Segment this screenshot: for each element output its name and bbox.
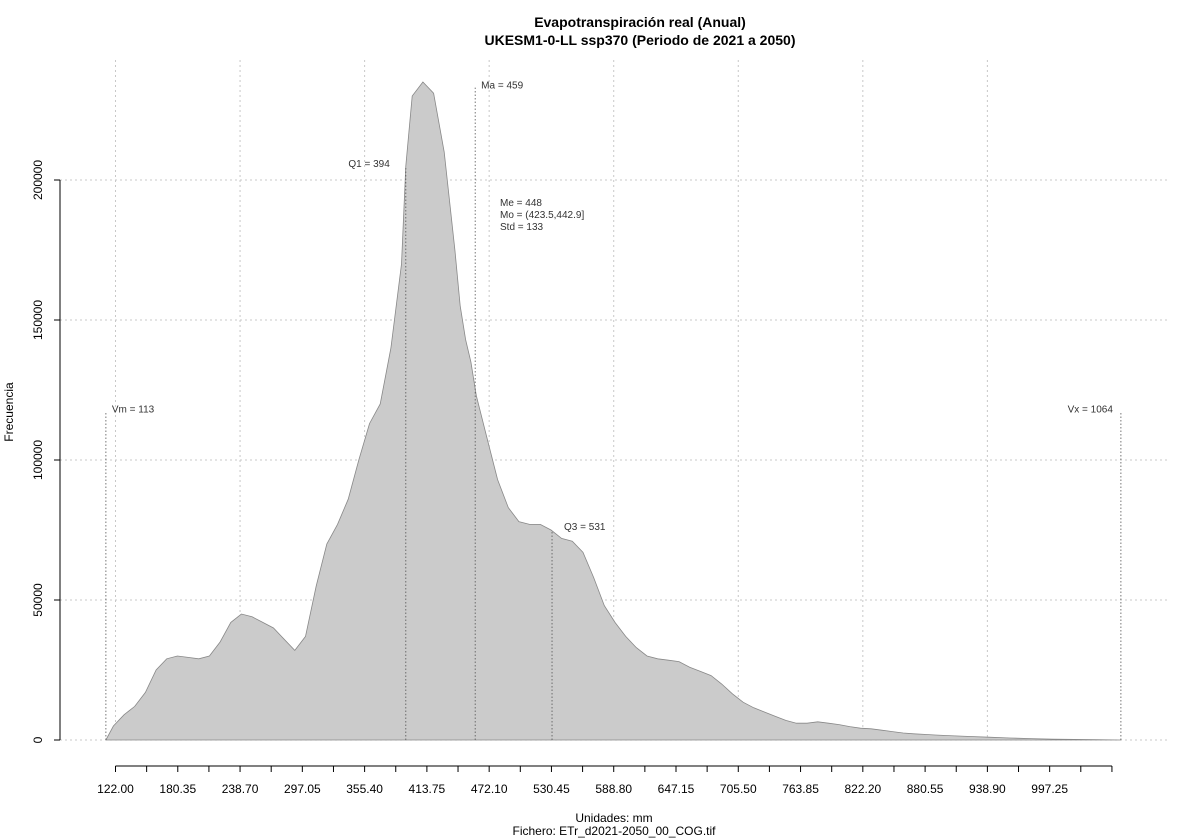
ma-marker-label: Ma = 459 — [481, 81, 523, 92]
x-tick-label: 647.15 — [658, 782, 695, 796]
x-tick-label: 822.20 — [844, 782, 881, 796]
y-tick-label: 100000 — [31, 440, 45, 480]
x-tick-label: 763.85 — [782, 782, 819, 796]
chart-title: Evapotranspiración real (Anual) — [534, 14, 746, 30]
x-tick-label: 297.05 — [284, 782, 321, 796]
axes: 0 50000 100000 150000 200000 122.00 180.35 238.… — [31, 160, 1113, 796]
x-tick-label: 238.70 — [222, 782, 259, 796]
file-name: Fichero: ETr_d2021-2050_00_COG.tif — [513, 824, 717, 838]
x-tick-label: 530.45 — [533, 782, 570, 796]
q3-marker-label: Q3 = 531 — [564, 522, 606, 533]
x-tick-label: 880.55 — [907, 782, 944, 796]
x-tick-label: 997.25 — [1031, 782, 1068, 796]
y-tick-label: 0 — [31, 736, 45, 743]
y-tick-label: 150000 — [31, 300, 45, 340]
mode-label: Mo = (423.5,442.9] — [500, 210, 584, 221]
x-tick-label: 180.35 — [159, 782, 196, 796]
chart-subtitle: UKESM1-0-LL ssp370 (Periodo de 2021 a 20… — [485, 32, 796, 48]
vm-marker-label: Vm = 113 — [112, 404, 155, 415]
median-label: Me = 448 — [500, 198, 542, 209]
x-tick-label: 588.80 — [595, 782, 632, 796]
x-tick-label: 355.40 — [346, 782, 383, 796]
x-tick-label: 938.90 — [969, 782, 1006, 796]
x-tick-label: 705.50 — [720, 782, 757, 796]
x-tick-label: 413.75 — [409, 782, 446, 796]
y-tick-label: 200000 — [31, 160, 45, 200]
q1-marker-label: Q1 = 394 — [348, 159, 390, 170]
x-axis-label: Unidades: mm — [575, 811, 652, 825]
std-label: Std = 133 — [500, 222, 544, 233]
x-tick-label: 472.10 — [471, 782, 508, 796]
x-tick-label: 122.00 — [97, 782, 134, 796]
statistic-markers: Vm = 113 Q1 = 394 Ma = 459 Q3 = 531 Vx = 106… — [105, 81, 1122, 740]
frequency-area — [105, 81, 1121, 741]
vx-marker-label: Vx = 1064 — [1068, 404, 1114, 415]
y-axis-label: Frecuencia — [2, 382, 16, 442]
y-tick-label: 50000 — [31, 583, 45, 617]
